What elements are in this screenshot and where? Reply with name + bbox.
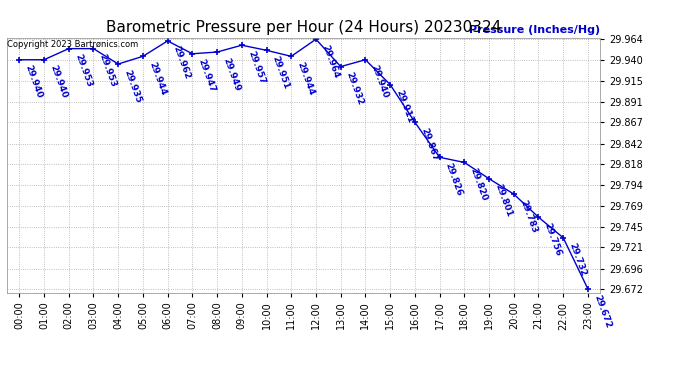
- Text: 29.944: 29.944: [147, 60, 168, 97]
- Text: 29.826: 29.826: [444, 162, 464, 197]
- Text: 29.801: 29.801: [493, 183, 513, 219]
- Text: 29.940: 29.940: [23, 64, 43, 100]
- Text: 29.947: 29.947: [197, 58, 217, 94]
- Text: 29.732: 29.732: [567, 242, 588, 278]
- Text: 29.949: 29.949: [221, 56, 242, 92]
- Text: 29.672: 29.672: [592, 293, 613, 329]
- Title: Barometric Pressure per Hour (24 Hours) 20230324: Barometric Pressure per Hour (24 Hours) …: [106, 20, 501, 35]
- Text: 29.953: 29.953: [97, 53, 118, 88]
- Text: 29.953: 29.953: [73, 53, 93, 88]
- Text: 29.957: 29.957: [246, 50, 266, 86]
- Text: 29.932: 29.932: [345, 71, 365, 106]
- Text: Copyright 2023 Bartrønics.com: Copyright 2023 Bartrønics.com: [8, 40, 139, 49]
- Text: 29.867: 29.867: [419, 126, 440, 162]
- Text: Pressure (Inches/Hg): Pressure (Inches/Hg): [469, 25, 600, 35]
- Text: 29.962: 29.962: [172, 45, 192, 81]
- Text: 29.911: 29.911: [394, 89, 415, 125]
- Text: 29.964: 29.964: [320, 44, 341, 80]
- Text: 29.940: 29.940: [48, 64, 68, 100]
- Text: 29.756: 29.756: [542, 221, 563, 257]
- Text: 29.935: 29.935: [122, 68, 143, 104]
- Text: 29.951: 29.951: [270, 54, 291, 90]
- Text: 29.944: 29.944: [295, 60, 316, 97]
- Text: 29.820: 29.820: [469, 166, 489, 202]
- Text: 29.940: 29.940: [370, 64, 390, 100]
- Text: 29.783: 29.783: [518, 198, 538, 234]
